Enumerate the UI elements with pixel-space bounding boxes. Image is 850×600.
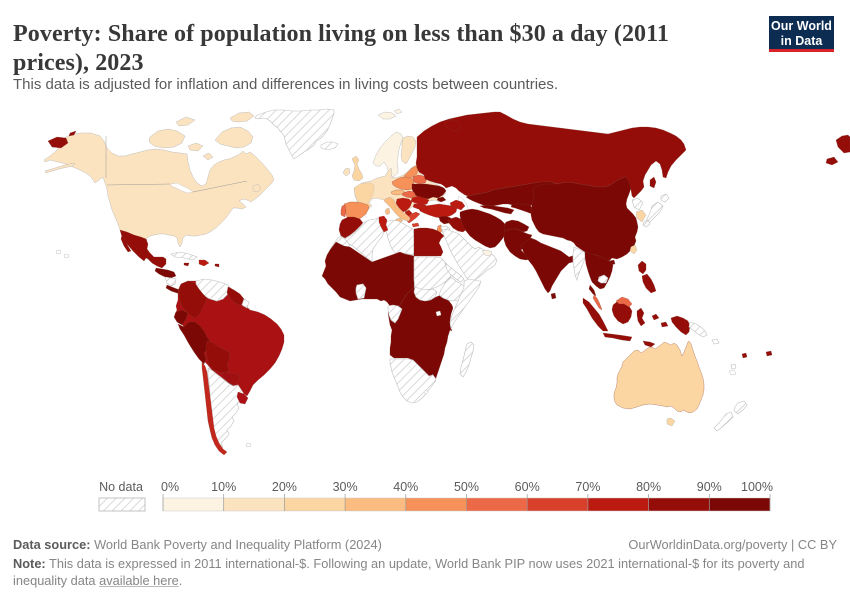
svg-text:70%: 70% [575, 480, 600, 494]
svg-text:90%: 90% [697, 480, 722, 494]
svg-text:100%: 100% [741, 480, 773, 494]
svg-text:10%: 10% [211, 480, 236, 494]
svg-text:No data: No data [99, 480, 143, 494]
svg-text:40%: 40% [393, 480, 418, 494]
svg-text:50%: 50% [454, 480, 479, 494]
svg-text:20%: 20% [272, 480, 297, 494]
svg-text:30%: 30% [333, 480, 358, 494]
svg-text:80%: 80% [636, 480, 661, 494]
svg-text:0%: 0% [161, 480, 179, 494]
svg-text:60%: 60% [515, 480, 540, 494]
